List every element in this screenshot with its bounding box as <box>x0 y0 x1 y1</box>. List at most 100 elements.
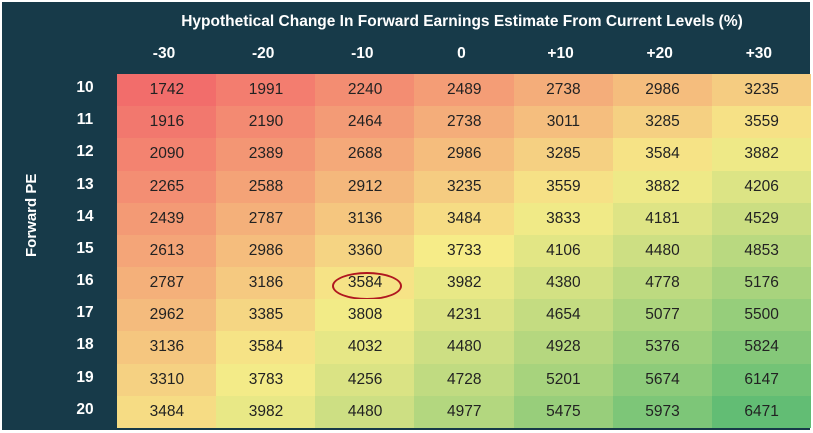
cell-value: 2986 <box>645 81 680 98</box>
heatmap-cell: 4529 <box>711 202 812 236</box>
heatmap-cell: 3833 <box>513 202 614 236</box>
heatmap-cell: 3235 <box>711 74 812 107</box>
chart-title: Hypothetical Change In Forward Earnings … <box>181 13 743 30</box>
cell-value: 4529 <box>744 209 779 227</box>
cell-value: 2738 <box>447 113 482 131</box>
cell-value: 4032 <box>347 338 383 356</box>
cell-value: 2962 <box>149 306 185 324</box>
column-label: -20 <box>251 45 275 62</box>
heatmap-cell: 2190 <box>216 106 316 139</box>
heatmap-cell: 2389 <box>216 138 316 172</box>
cell-value: 4181 <box>645 209 680 227</box>
heatmap-cell: 5176 <box>711 267 812 300</box>
cell-value: 1742 <box>149 81 185 98</box>
cell-value: 5176 <box>744 274 779 292</box>
cell-value: 2986 <box>248 241 284 259</box>
cell-value: 5674 <box>645 370 680 388</box>
row-label: 11 <box>76 111 94 129</box>
cell-value: 5077 <box>645 306 680 324</box>
cell-value: 3011 <box>546 113 581 131</box>
heatmap-cell: 2240 <box>315 74 415 107</box>
heatmap-cell: 4181 <box>612 202 713 236</box>
heatmap-cell: 3559 <box>513 170 614 204</box>
cell-value: 1991 <box>248 81 284 98</box>
heatmap-cell: 4480 <box>612 234 713 268</box>
cell-value: 4853 <box>744 241 779 259</box>
heatmap-cell: 3285 <box>513 138 614 172</box>
heatmap-cell: 3484 <box>117 395 217 429</box>
row-label: 10 <box>76 79 94 96</box>
heatmap-cell: 3285 <box>612 106 713 139</box>
cell-value: 3310 <box>149 370 185 388</box>
cell-value: 2738 <box>546 81 581 98</box>
cell-value: 2240 <box>347 81 383 98</box>
heatmap-cell: 5824 <box>711 331 812 365</box>
cell-value: 4977 <box>447 402 482 420</box>
cell-value: 4480 <box>347 402 383 420</box>
heatmap-cell: 3235 <box>414 170 515 204</box>
heatmap-cell: 3584 <box>612 138 713 172</box>
cell-value: 2265 <box>149 177 185 195</box>
row-label: 17 <box>76 304 94 322</box>
cell-value: 2986 <box>447 145 482 163</box>
cell-value: 3559 <box>744 113 779 131</box>
cell-value: 1916 <box>149 113 185 131</box>
cell-value: 3982 <box>248 402 284 420</box>
heatmap-cell: 4778 <box>612 267 713 300</box>
cell-value: 3484 <box>149 402 185 420</box>
heatmap-cell: 3783 <box>216 363 316 397</box>
heatmap-cell: 4480 <box>315 395 415 429</box>
heatmap-cell: 3584 <box>315 267 415 300</box>
heatmap-cell: 4206 <box>711 170 812 204</box>
cell-value: 4778 <box>645 274 680 292</box>
cell-value: 2464 <box>347 113 383 131</box>
cell-value: 3808 <box>347 306 383 324</box>
cell-value: 6471 <box>744 402 779 420</box>
heatmap-cell: 5475 <box>513 395 614 429</box>
cell-value: 4106 <box>546 241 581 259</box>
cell-value: 3285 <box>546 145 581 163</box>
cell-value: 3285 <box>645 113 680 131</box>
column-label: +20 <box>646 45 673 62</box>
cell-value: 3385 <box>248 306 284 324</box>
cell-value: 4728 <box>447 370 482 388</box>
cell-value: 3982 <box>447 274 482 292</box>
cell-value: 2588 <box>248 177 284 195</box>
heatmap-cell: 2265 <box>117 170 217 204</box>
heatmap-cell: 2738 <box>414 106 515 139</box>
heatmap-cell: 2986 <box>612 74 713 107</box>
cell-value: 3235 <box>744 81 779 98</box>
y-axis-label: Forward PE <box>23 173 40 257</box>
column-label: -30 <box>152 45 176 62</box>
heatmap-cell: 4853 <box>711 234 812 268</box>
cell-value: 2190 <box>248 113 284 131</box>
cell-value: 5973 <box>645 402 680 420</box>
cell-value: 5376 <box>645 338 680 356</box>
heatmap-cell: 4928 <box>513 331 614 365</box>
cell-value: 5475 <box>546 402 581 420</box>
heatmap-cell: 2787 <box>117 267 217 300</box>
heatmap-cell: 4256 <box>315 363 415 397</box>
heatmap-cell: 6471 <box>711 395 812 429</box>
cell-value: 3733 <box>447 241 482 259</box>
heatmap-cell: 4231 <box>414 299 515 332</box>
column-label: -10 <box>351 45 374 62</box>
heatmap-cell: 4654 <box>513 299 614 332</box>
heatmap-cell: 2090 <box>117 138 217 172</box>
cell-value: 5824 <box>744 338 779 356</box>
column-label: 0 <box>457 45 466 62</box>
heatmap-cell: 4032 <box>315 331 415 365</box>
cell-value: 2389 <box>248 145 284 163</box>
heatmap-cell: 5674 <box>612 363 713 397</box>
heatmap-cell: 2962 <box>117 299 217 332</box>
cell-value: 3136 <box>149 338 185 356</box>
heatmap-cell: 3360 <box>315 234 415 268</box>
cell-value: 3235 <box>447 177 482 195</box>
cell-value: 4928 <box>546 338 581 356</box>
heatmap-cell: 1916 <box>117 106 217 139</box>
heatmap-cell: 3136 <box>315 202 415 236</box>
heatmap-cell: 2613 <box>117 234 217 268</box>
heatmap-cell: 3559 <box>711 106 812 139</box>
cell-value: 3584 <box>645 145 680 163</box>
